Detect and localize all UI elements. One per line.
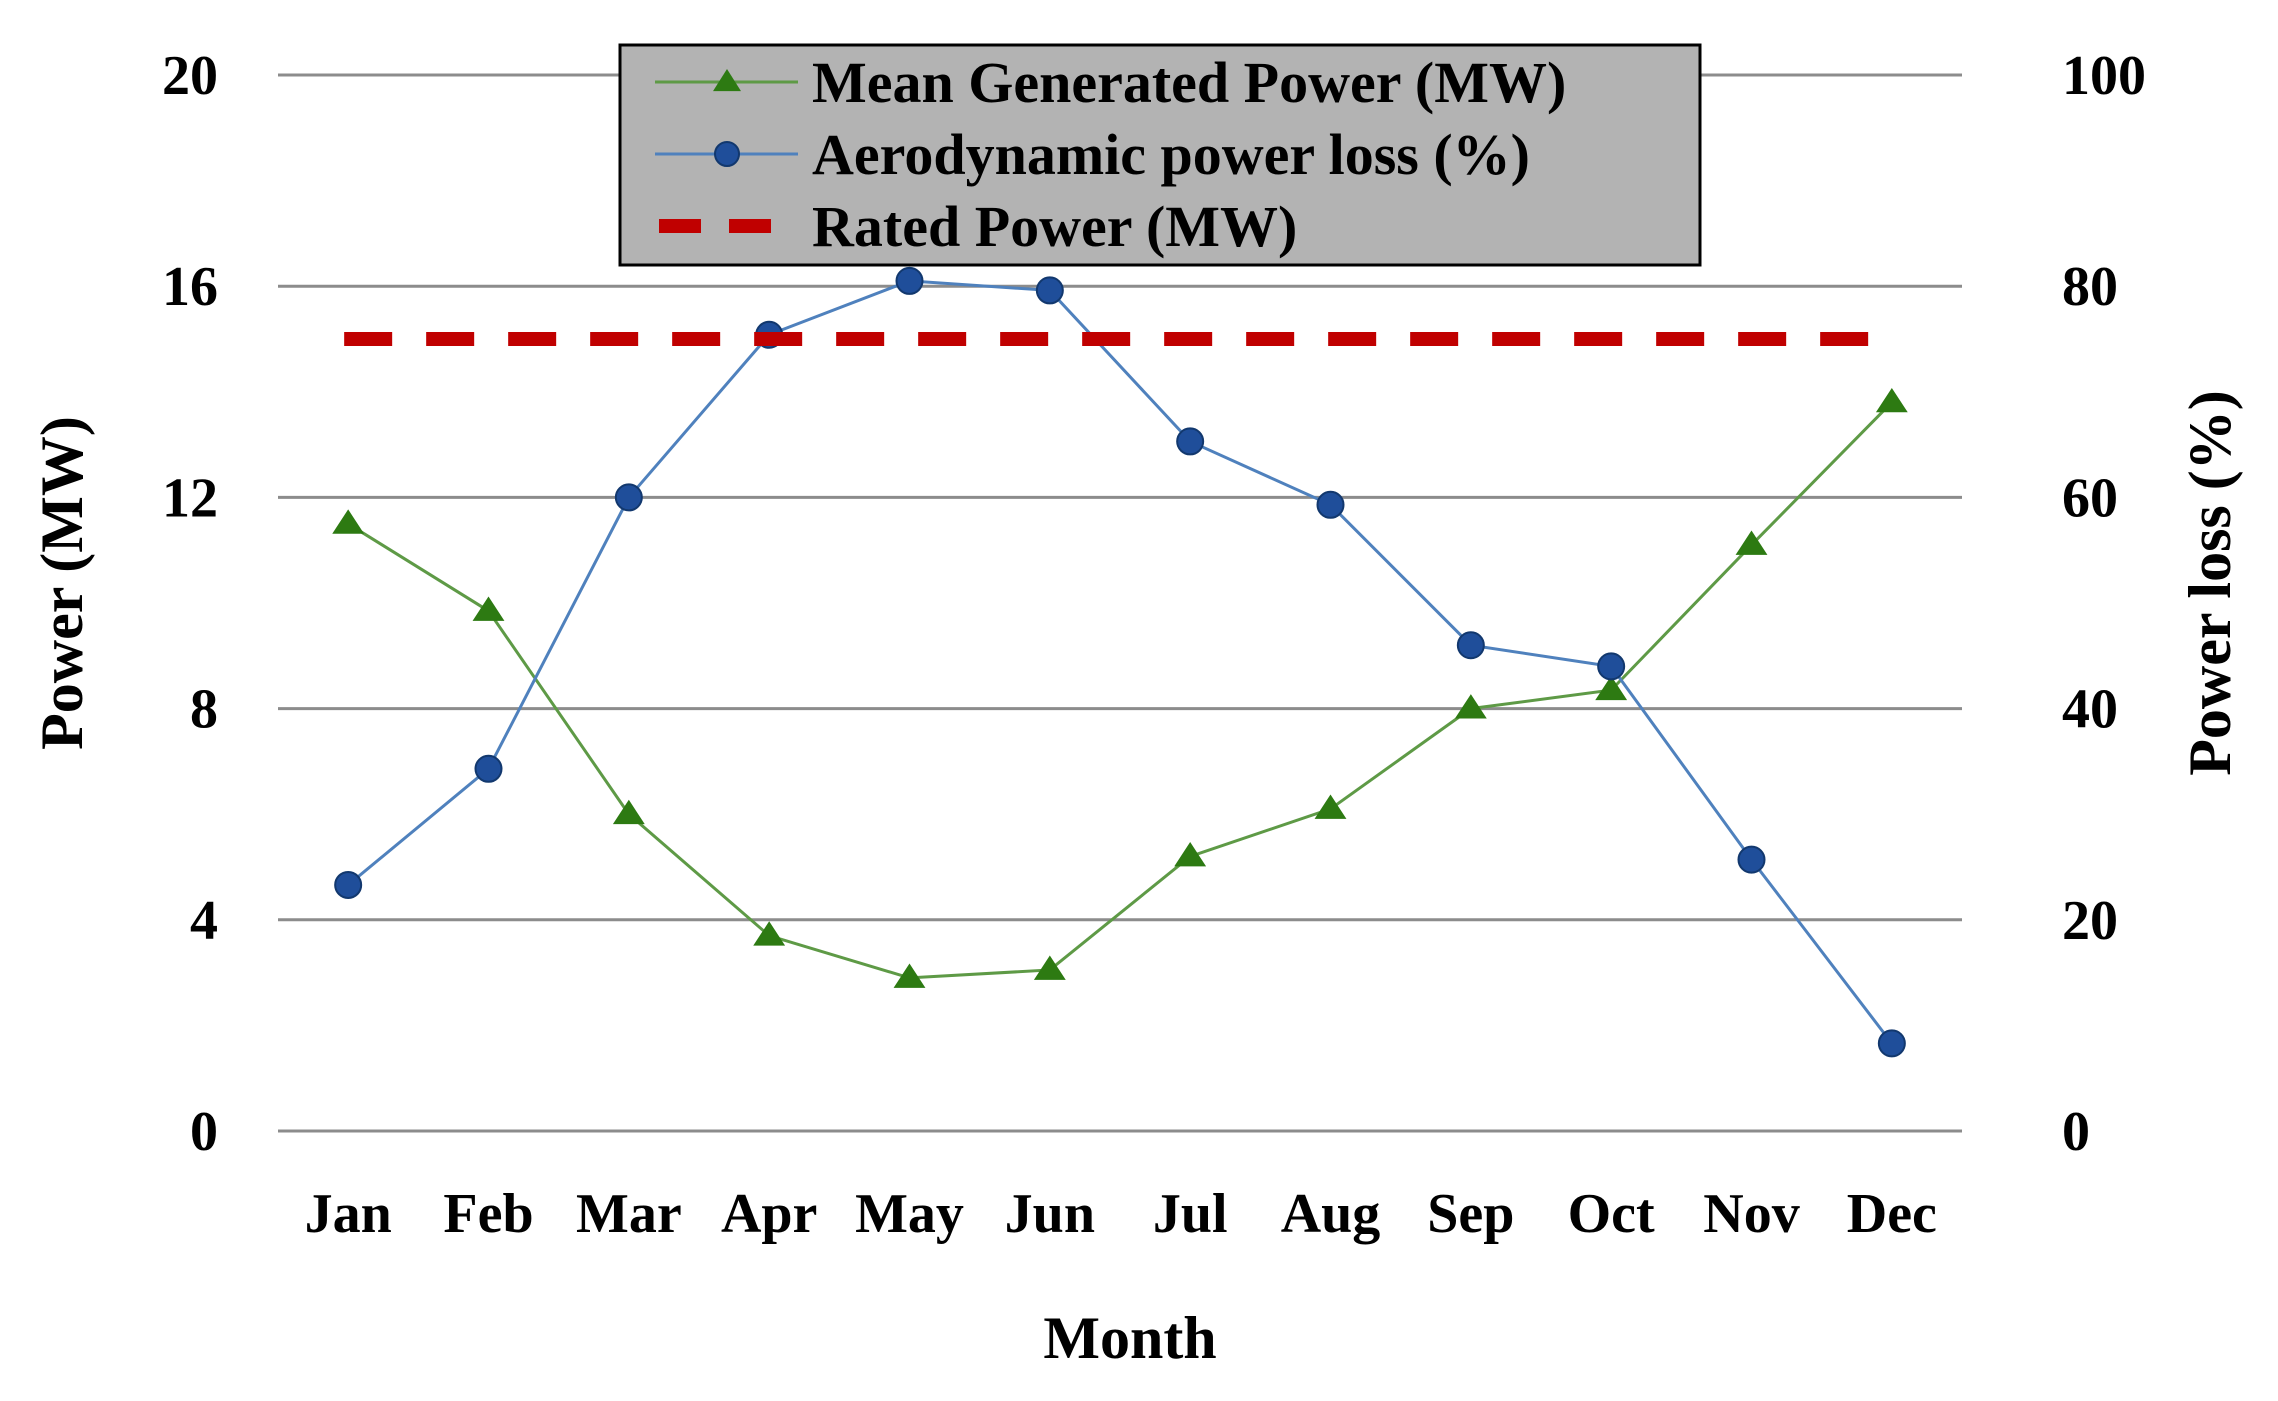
y-tick-label: 0	[190, 1101, 218, 1163]
generated-power-point	[753, 921, 786, 946]
legend-label: Rated Power (MW)	[812, 194, 1297, 259]
generated-power-point	[1875, 387, 1908, 413]
y-tick-label: 12	[162, 467, 218, 529]
x-tick-label: Jun	[1005, 1183, 1095, 1245]
x-tick-label: Apr	[721, 1183, 817, 1245]
power-loss-point	[1316, 490, 1345, 519]
y2-tick-label: 80	[2062, 256, 2118, 318]
y-tick-label: 20	[162, 45, 218, 107]
x-tick-label: Mar	[576, 1183, 682, 1245]
legend: Mean Generated Power (MW) Aerodynamic pow…	[618, 43, 1702, 267]
x-tick-label: Feb	[443, 1183, 533, 1245]
generated-power-point	[1314, 794, 1347, 819]
x-tick-label: Sep	[1427, 1183, 1514, 1245]
y2-tick-label: 0	[2062, 1101, 2090, 1163]
x-axis-ticks: Jan Feb Mar Apr May Jun Jul Aug Sep Oct Nov Dec	[305, 1183, 1937, 1245]
legend-label: Aerodynamic power loss (%)	[812, 122, 1530, 187]
y-tick-label: 16	[162, 256, 218, 318]
y-axis-title: Power (MW)	[29, 416, 95, 750]
power-loss-point	[614, 483, 643, 512]
legend-triangle-marker	[713, 69, 741, 92]
power-loss-point	[334, 870, 363, 899]
generated-power-point	[472, 596, 505, 621]
y2-axis-title: Power loss (%)	[2177, 390, 2243, 776]
right-axis-ticks: 0 20 40 60 80 100	[2062, 45, 2146, 1163]
y2-tick-label: 40	[2062, 679, 2118, 741]
x-tick-label: Oct	[1568, 1183, 1655, 1245]
legend-box	[618, 43, 1702, 267]
legend-label: Mean Generated Power (MW)	[812, 50, 1566, 115]
x-tick-label: Jul	[1153, 1183, 1228, 1245]
power-loss-point	[474, 754, 503, 783]
y2-tick-label: 20	[2062, 890, 2118, 952]
generated-power-point	[893, 963, 926, 988]
legend-circle-marker	[714, 141, 740, 167]
power-loss-point	[1737, 845, 1766, 874]
generated-power-point	[612, 799, 645, 825]
x-axis-title: Month	[1043, 1305, 1216, 1371]
y2-tick-label: 100	[2062, 45, 2146, 107]
x-tick-label: May	[855, 1183, 964, 1245]
generated-power-point	[332, 509, 365, 534]
x-tick-label: Nov	[1703, 1183, 1799, 1245]
power-loss-point	[1035, 276, 1064, 305]
power-loss-point	[1176, 427, 1205, 456]
left-axis-ticks: 0 4 8 12 16 20	[162, 45, 218, 1163]
y2-tick-label: 60	[2062, 467, 2118, 529]
power-loss-point	[1877, 1029, 1906, 1058]
power-loss-point	[895, 266, 924, 295]
generated-power-line	[347, 401, 1893, 980]
x-tick-label: Jan	[305, 1183, 392, 1245]
power-loss-line	[347, 279, 1894, 1045]
generated-power-point	[1033, 955, 1066, 980]
generated-power-point	[1454, 694, 1487, 719]
x-tick-label: Aug	[1281, 1183, 1381, 1245]
y-tick-label: 4	[190, 890, 218, 952]
generated-power-point	[1174, 842, 1207, 867]
x-tick-label: Dec	[1847, 1183, 1937, 1245]
generated-power-point	[1595, 675, 1628, 701]
power-loss-point	[1456, 631, 1485, 660]
power-loss-point	[1597, 652, 1626, 681]
series-layer	[332, 266, 1908, 1058]
generated-power-point	[1735, 530, 1768, 555]
y-tick-label: 8	[190, 679, 218, 741]
